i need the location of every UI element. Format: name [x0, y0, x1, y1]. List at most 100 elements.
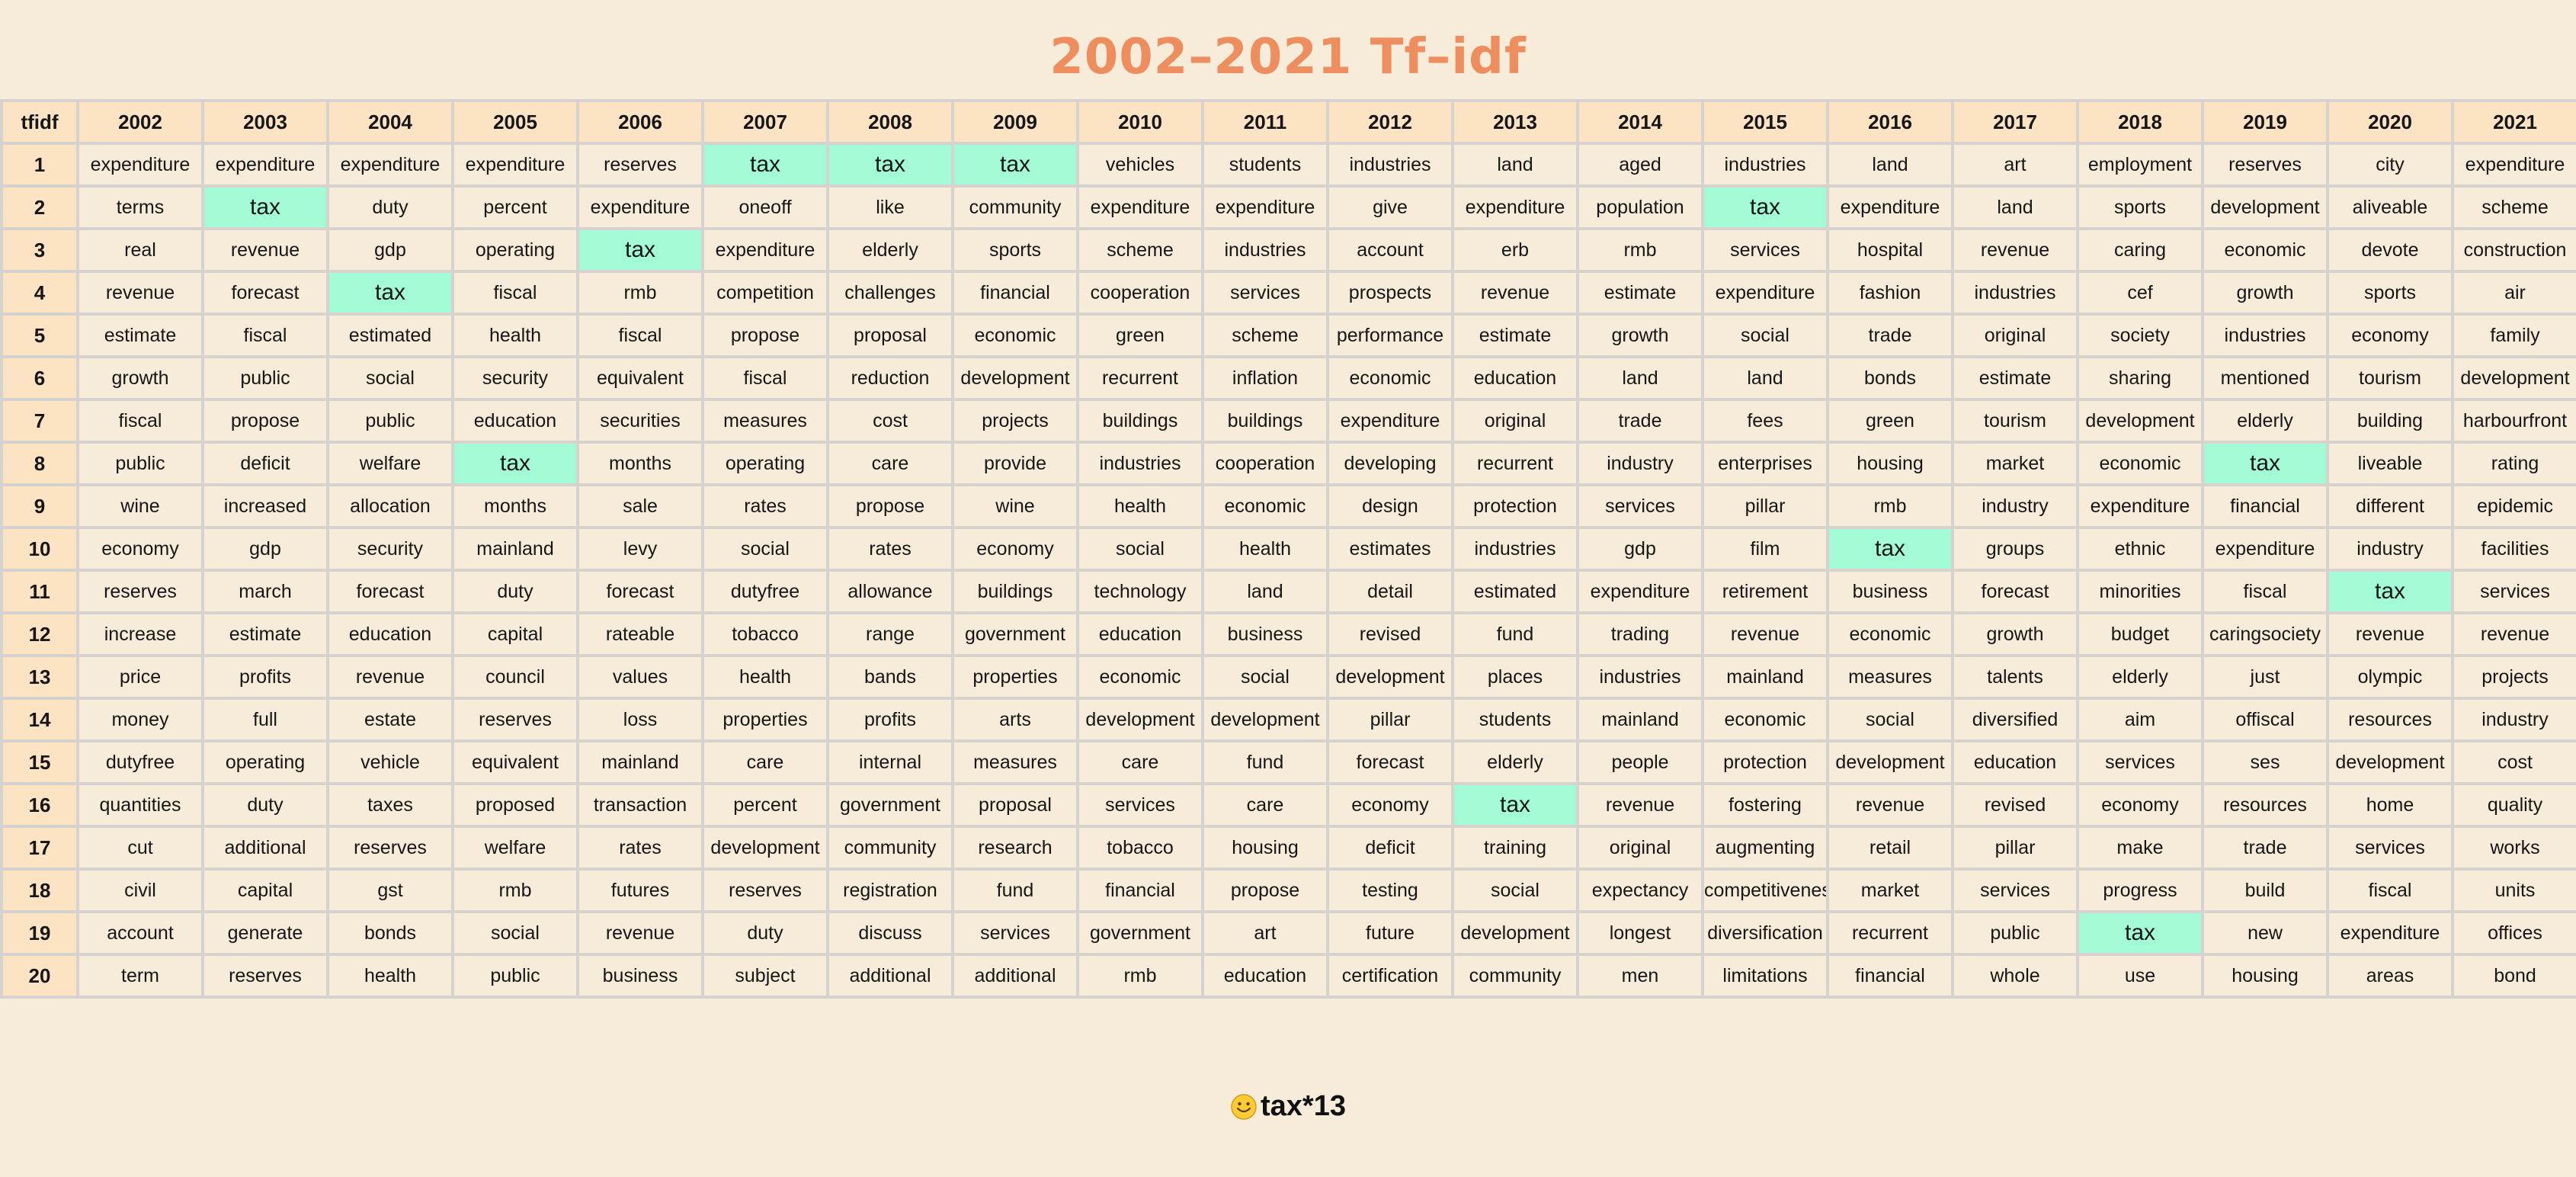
term-cell: training: [1451, 825, 1579, 871]
term-cell: ses: [2201, 739, 2329, 785]
term-cell: sports: [2076, 184, 2204, 230]
year-header: 2011: [1201, 99, 1329, 145]
footer-note: tax*13: [0, 1090, 2576, 1123]
term-cell: estimate: [1951, 355, 2079, 401]
term-cell: values: [576, 654, 704, 700]
term-cell: expenditure: [2201, 526, 2329, 572]
highlighted-term-cell: tax: [701, 142, 829, 188]
term-cell: cooperation: [1201, 441, 1329, 486]
term-cell: scheme: [2451, 184, 2576, 230]
term-cell: caring: [2076, 227, 2204, 273]
term-cell: original: [1576, 825, 1704, 871]
term-cell: mainland: [451, 526, 579, 572]
term-cell: health: [326, 953, 454, 999]
rank-cell: 19: [0, 910, 79, 956]
rank-cell: 11: [0, 569, 79, 614]
table-row: 7 fiscal propose public education securities m…: [0, 398, 2576, 444]
term-cell: arts: [951, 697, 1079, 742]
term-cell: expenditure: [701, 227, 829, 273]
table-row: 6 growth public social security equivalent fis…: [0, 355, 2576, 401]
term-cell: forecast: [1951, 569, 2079, 614]
term-cell: buildings: [1201, 398, 1329, 444]
year-header: 2004: [326, 99, 454, 145]
term-cell: tobacco: [1076, 825, 1204, 871]
term-cell: government: [951, 611, 1079, 657]
term-cell: business: [576, 953, 704, 999]
term-cell: health: [1076, 483, 1204, 529]
term-cell: design: [1326, 483, 1454, 529]
term-cell: building: [2326, 398, 2454, 444]
term-cell: economic: [2076, 441, 2204, 486]
term-cell: city: [2326, 142, 2454, 188]
table-body: 1 expenditure expenditure expenditure expend…: [0, 142, 2576, 999]
term-cell: community: [951, 184, 1079, 230]
term-cell: deficit: [1326, 825, 1454, 871]
term-cell: rates: [826, 526, 954, 572]
term-cell: rateable: [576, 611, 704, 657]
term-cell: generate: [201, 910, 329, 956]
rank-cell: 20: [0, 953, 79, 999]
term-cell: community: [826, 825, 954, 871]
rank-cell: 10: [0, 526, 79, 572]
term-cell: education: [326, 611, 454, 657]
term-cell: services: [1701, 227, 1829, 273]
term-cell: employment: [2076, 142, 2204, 188]
term-cell: economic: [951, 313, 1079, 358]
table-row: 8 public deficit welfare tax months operating c…: [0, 441, 2576, 486]
term-cell: development: [1076, 697, 1204, 742]
year-header: 2005: [451, 99, 579, 145]
term-cell: percent: [451, 184, 579, 230]
term-cell: social: [1826, 697, 1954, 742]
term-cell: industry: [2451, 697, 2576, 742]
term-cell: business: [1826, 569, 1954, 614]
term-cell: community: [1451, 953, 1579, 999]
term-cell: development: [2326, 739, 2454, 785]
term-cell: operating: [201, 739, 329, 785]
term-cell: care: [1201, 782, 1329, 828]
term-cell: reserves: [701, 868, 829, 913]
highlighted-term-cell: tax: [326, 270, 454, 316]
term-cell: reserves: [76, 569, 204, 614]
term-cell: expenditure: [1326, 398, 1454, 444]
term-cell: liveable: [2326, 441, 2454, 486]
term-cell: economic: [2201, 227, 2329, 273]
rank-cell: 2: [0, 184, 79, 230]
term-cell: term: [76, 953, 204, 999]
term-cell: internal: [826, 739, 954, 785]
term-cell: propose: [826, 483, 954, 529]
term-cell: industry: [2326, 526, 2454, 572]
term-cell: vehicles: [1076, 142, 1204, 188]
term-cell: expenditure: [1201, 184, 1329, 230]
year-header: 2010: [1076, 99, 1204, 145]
term-cell: revenue: [1826, 782, 1954, 828]
term-cell: testing: [1326, 868, 1454, 913]
table-row: 13 price profits revenue council values health…: [0, 654, 2576, 700]
highlighted-term-cell: tax: [1701, 184, 1829, 230]
term-cell: gdp: [1576, 526, 1704, 572]
term-cell: education: [1951, 739, 2079, 785]
term-cell: projects: [2451, 654, 2576, 700]
term-cell: expenditure: [2451, 142, 2576, 188]
term-cell: fiscal: [2201, 569, 2329, 614]
term-cell: enterprises: [1701, 441, 1829, 486]
term-cell: erb: [1451, 227, 1579, 273]
term-cell: rmb: [451, 868, 579, 913]
year-header: 2007: [701, 99, 829, 145]
year-header: 2015: [1701, 99, 1829, 145]
term-cell: equivalent: [451, 739, 579, 785]
term-cell: measures: [701, 398, 829, 444]
term-cell: elderly: [826, 227, 954, 273]
rank-cell: 4: [0, 270, 79, 316]
term-cell: economic: [1201, 483, 1329, 529]
term-cell: oneoff: [701, 184, 829, 230]
term-cell: education: [1076, 611, 1204, 657]
term-cell: home: [2326, 782, 2454, 828]
term-cell: deficit: [201, 441, 329, 486]
highlighted-term-cell: tax: [451, 441, 579, 486]
term-cell: measures: [1826, 654, 1954, 700]
term-cell: build: [2201, 868, 2329, 913]
term-cell: green: [1826, 398, 1954, 444]
term-cell: land: [1576, 355, 1704, 401]
term-cell: fiscal: [451, 270, 579, 316]
footer-text: tax*13: [1261, 1090, 1346, 1122]
